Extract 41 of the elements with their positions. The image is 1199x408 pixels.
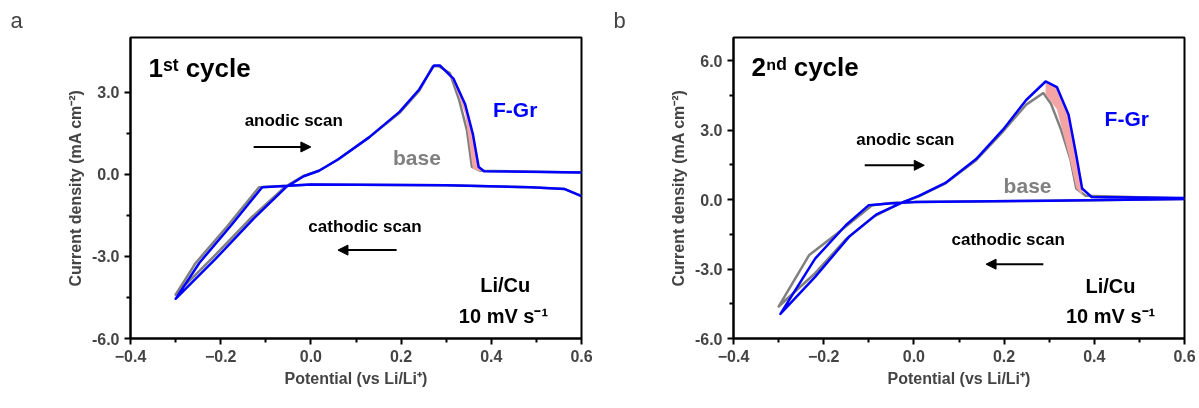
y-tick-label: 3.0 (700, 122, 723, 140)
x-tick-label: 0.6 (1173, 347, 1196, 365)
y-tick-label: -3.0 (91, 248, 120, 266)
annotation: anodic scan (244, 111, 343, 131)
y-tick-label: -6.0 (91, 330, 120, 348)
x-tick-label: −0.2 (807, 347, 840, 365)
series-label: base (392, 146, 441, 170)
annotation: anodic scan (856, 130, 955, 150)
annotation: Li/Cu (480, 273, 531, 296)
x-tick-label: 0.6 (570, 347, 593, 365)
x-tick-label: 0.0 (902, 347, 926, 365)
x-tick-label: −0.4 (114, 347, 147, 365)
annotation: cathodic scan (951, 229, 1065, 249)
annotation: 2ⁿᵈ cycle (751, 51, 859, 82)
x-axis-title: Potential (vs Li/Li⁺) (887, 369, 1031, 387)
y-tick-label: -6.0 (694, 330, 723, 348)
y-tick-label: 3.0 (97, 84, 120, 102)
y-tick-label: 0.0 (97, 166, 120, 184)
annotation: cathodic scan (308, 216, 422, 236)
series-label: base (1003, 174, 1052, 198)
y-tick-label: 0.0 (700, 191, 723, 209)
x-tick-label: 0.4 (480, 347, 503, 365)
y-axis-title: Current density (mA cm⁻²) (669, 90, 687, 287)
y-tick-label: 6.0 (700, 52, 723, 70)
annotation: Li/Cu (1085, 275, 1136, 298)
chart-title: a (10, 7, 24, 33)
x-tick-label: 0.0 (299, 347, 323, 365)
x-tick-label: 0.4 (1083, 347, 1106, 365)
annotation: 10 mV s⁻¹ (1065, 304, 1156, 327)
series-label: F-Gr (1104, 107, 1149, 131)
x-axis-title: Potential (vs Li/Li⁺) (284, 369, 428, 387)
x-tick-label: −0.2 (204, 347, 237, 365)
chart-title: b (613, 7, 626, 33)
y-axis-title: Current density (mA cm⁻²) (66, 90, 84, 287)
x-tick-label: 0.2 (992, 347, 1016, 365)
x-tick-label: 0.2 (389, 347, 413, 365)
y-tick-label: -3.0 (694, 261, 723, 279)
series-label: F-Gr (493, 97, 538, 121)
annotation: 10 mV s⁻¹ (458, 305, 549, 328)
annotation: 1ˢᵗ cycle (148, 52, 251, 83)
x-tick-label: −0.4 (717, 347, 750, 365)
